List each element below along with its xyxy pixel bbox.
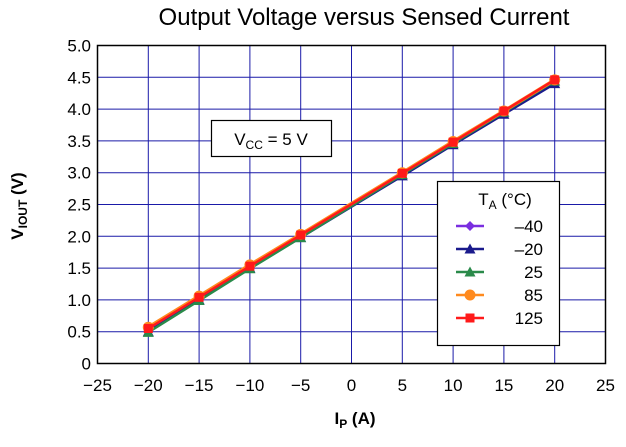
legend-swatch-marker [464, 289, 476, 301]
legend-item: 125 [456, 309, 543, 328]
x-tick-label: 5 [398, 376, 407, 395]
x-tick-label: 20 [545, 376, 564, 395]
y-axis-label: VIOUT (V) [8, 172, 30, 239]
x-tick-label: −25 [83, 376, 112, 395]
chart-title: Output Voltage versus Sensed Current [159, 4, 570, 31]
legend-item: –40 [456, 217, 543, 236]
x-axis-label: IP (A) [334, 409, 375, 431]
y-tick-label: 2.5 [67, 196, 91, 215]
y-tick-label: 2.0 [67, 227, 91, 246]
series-layer [142, 74, 561, 337]
legend-item-label: 85 [524, 286, 543, 305]
legend-swatch-marker [464, 266, 476, 277]
vcc-annotation-text: VCC = 5 V [234, 130, 308, 152]
y-tick-label: 0 [82, 355, 91, 374]
y-tick-label: 3.5 [67, 132, 91, 151]
legend-items: –40 –20 25 85 125 [456, 217, 543, 328]
data-point [397, 168, 407, 178]
vcc-annotation-box [210, 119, 333, 158]
data-point [245, 261, 255, 271]
x-tick-label: 25 [596, 376, 615, 395]
legend-item-label: –40 [515, 217, 543, 236]
x-tick-label: −10 [235, 376, 264, 395]
y-tick-label: 1.0 [67, 291, 91, 310]
legend-item: 85 [456, 286, 543, 305]
legend-swatch-marker [464, 243, 476, 254]
data-point [448, 137, 458, 147]
legend-item: –20 [456, 240, 543, 259]
x-tick-label: 0 [347, 376, 356, 395]
x-tick-label: −15 [185, 376, 214, 395]
y-tick-label: 4.0 [67, 100, 91, 119]
y-tick-label: 4.5 [67, 68, 91, 87]
x-tick-label: 10 [444, 376, 463, 395]
legend-swatch-marker [465, 221, 475, 231]
data-point [194, 292, 204, 302]
data-point [143, 324, 153, 334]
data-point [499, 106, 509, 116]
x-tick-label: 15 [494, 376, 513, 395]
legend-swatch-marker [465, 313, 475, 323]
legend-item-label: –20 [515, 240, 543, 259]
y-tick-label: 5.0 [67, 37, 91, 56]
y-tick-label: 0.5 [67, 323, 91, 342]
series-line [147, 78, 556, 330]
x-tick-label: −5 [291, 376, 310, 395]
legend-item: 25 [456, 263, 543, 282]
legend-item-label: 125 [515, 309, 543, 328]
series-4 [143, 75, 560, 334]
y-tick-label: 3.0 [67, 164, 91, 183]
x-tick-labels: −25 −20 −15 −10 −5 0 5 10 15 20 25 [83, 376, 615, 395]
plot-frame [96, 44, 607, 365]
x-tick-label: −20 [134, 376, 163, 395]
legend-title: TA (°C) [478, 190, 532, 212]
legend: TA (°C) –40 –20 25 85 125 [436, 180, 561, 347]
legend-item-label: 25 [524, 263, 543, 282]
data-point [296, 230, 306, 240]
data-point [550, 75, 560, 85]
vcc-annotation: VCC = 5 V [210, 119, 333, 158]
y-tick-label: 1.5 [67, 259, 91, 278]
y-tick-labels: 0 0.5 1.0 1.5 2.0 2.5 3.0 3.5 4.0 4.5 5.0 [67, 37, 91, 374]
